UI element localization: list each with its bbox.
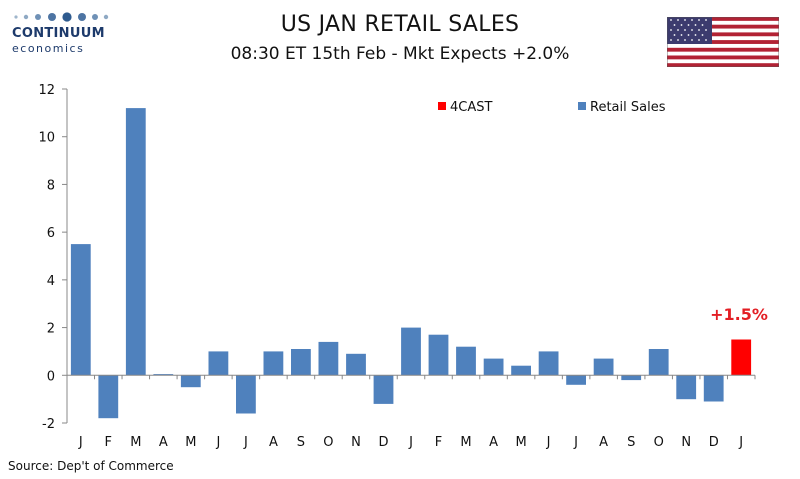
x-tick-label: N	[681, 435, 691, 450]
retail-sales-bar	[346, 353, 366, 376]
x-tick-label: J	[243, 435, 248, 450]
retail-sales-bar	[125, 108, 146, 376]
x-tick-label: F	[105, 435, 112, 450]
chart-subtitle: 08:30 ET 15th Feb - Mkt Expects +2.0%	[230, 44, 570, 64]
retail-sales-bar	[703, 375, 724, 402]
retail-sales-bar	[676, 375, 697, 400]
retail-sales-bar	[401, 327, 421, 376]
x-tick-label: F	[435, 435, 442, 450]
x-tick-label: A	[159, 435, 168, 450]
x-tick-label: M	[130, 435, 141, 450]
x-tick-label: O	[323, 435, 333, 450]
legend: 4CAST Retail Sales	[438, 100, 666, 115]
forecast-bar	[731, 339, 752, 376]
retail-sales-bar	[70, 244, 91, 376]
retail-sales-bar	[511, 365, 531, 376]
x-tick-label: J	[738, 435, 743, 450]
legend-label-4cast: 4CAST	[450, 100, 492, 115]
retail-sales-bar	[318, 341, 339, 376]
y-tick-label: 8	[47, 178, 55, 193]
legend-swatch-retail	[578, 102, 586, 110]
x-tick-label: S	[297, 435, 305, 450]
forecast-annotation: +1.5%	[710, 305, 768, 324]
retail-sales-bar	[648, 349, 669, 376]
x-tick-label: A	[599, 435, 608, 450]
x-tick-label: J	[78, 435, 83, 450]
x-tick-label: M	[460, 435, 471, 450]
x-tick-label: M	[515, 435, 526, 450]
y-tick-label: -2	[42, 417, 55, 432]
x-tick-label: S	[627, 435, 635, 450]
x-tick-label: A	[269, 435, 278, 450]
bars-layer	[70, 108, 752, 419]
retail-sales-bar	[236, 375, 256, 414]
retail-sales-bar	[428, 334, 449, 376]
y-tick-label: 6	[47, 226, 55, 241]
chart-title: US JAN RETAIL SALES	[280, 12, 520, 37]
x-tick-label: D	[378, 435, 388, 450]
us-flag-icon	[667, 17, 779, 67]
retail-sales-bar	[263, 351, 284, 376]
y-tick-label: 4	[47, 274, 55, 289]
x-tick-label: J	[408, 435, 413, 450]
retail-sales-bar	[180, 375, 201, 388]
x-tick-label: J	[546, 435, 551, 450]
retail-sales-bar	[593, 358, 614, 376]
logo-word: CONTINUUM	[12, 26, 105, 41]
retail-sales-bar	[153, 374, 174, 376]
retail-sales-bar	[456, 346, 476, 376]
y-tick-label: 10	[38, 131, 55, 146]
retail-sales-bar	[208, 351, 229, 376]
y-tick-label: 2	[47, 322, 55, 337]
x-tick-label: A	[489, 435, 498, 450]
retail-sales-bar	[291, 349, 311, 376]
retail-sales-bar	[621, 375, 642, 381]
logo-dots-icon	[14, 12, 109, 22]
logo-sub: economics	[12, 42, 85, 55]
x-tick-label: J	[573, 435, 578, 450]
source-note: Source: Dep't of Commerce	[8, 459, 174, 473]
retail-sales-bar	[566, 375, 586, 385]
x-tick-label: M	[185, 435, 196, 450]
y-tick-label: 0	[47, 369, 55, 384]
x-tick-label: D	[709, 435, 719, 450]
axes-layer: -2 0 2 4 6 8 10 12 J F M A M J J A S O N D J F M A M J J A S O N D J	[38, 83, 756, 450]
x-tick-label: J	[215, 435, 220, 450]
retail-sales-bar	[373, 375, 394, 404]
x-tick-label: N	[351, 435, 361, 450]
legend-swatch-4cast	[438, 102, 446, 110]
retail-sales-bar	[483, 358, 504, 376]
y-tick-label: 12	[38, 83, 55, 98]
retail-sales-bar	[98, 375, 119, 419]
retail-sales-bar	[538, 351, 559, 376]
legend-label-retail: Retail Sales	[590, 100, 666, 115]
x-tick-label: O	[654, 435, 664, 450]
